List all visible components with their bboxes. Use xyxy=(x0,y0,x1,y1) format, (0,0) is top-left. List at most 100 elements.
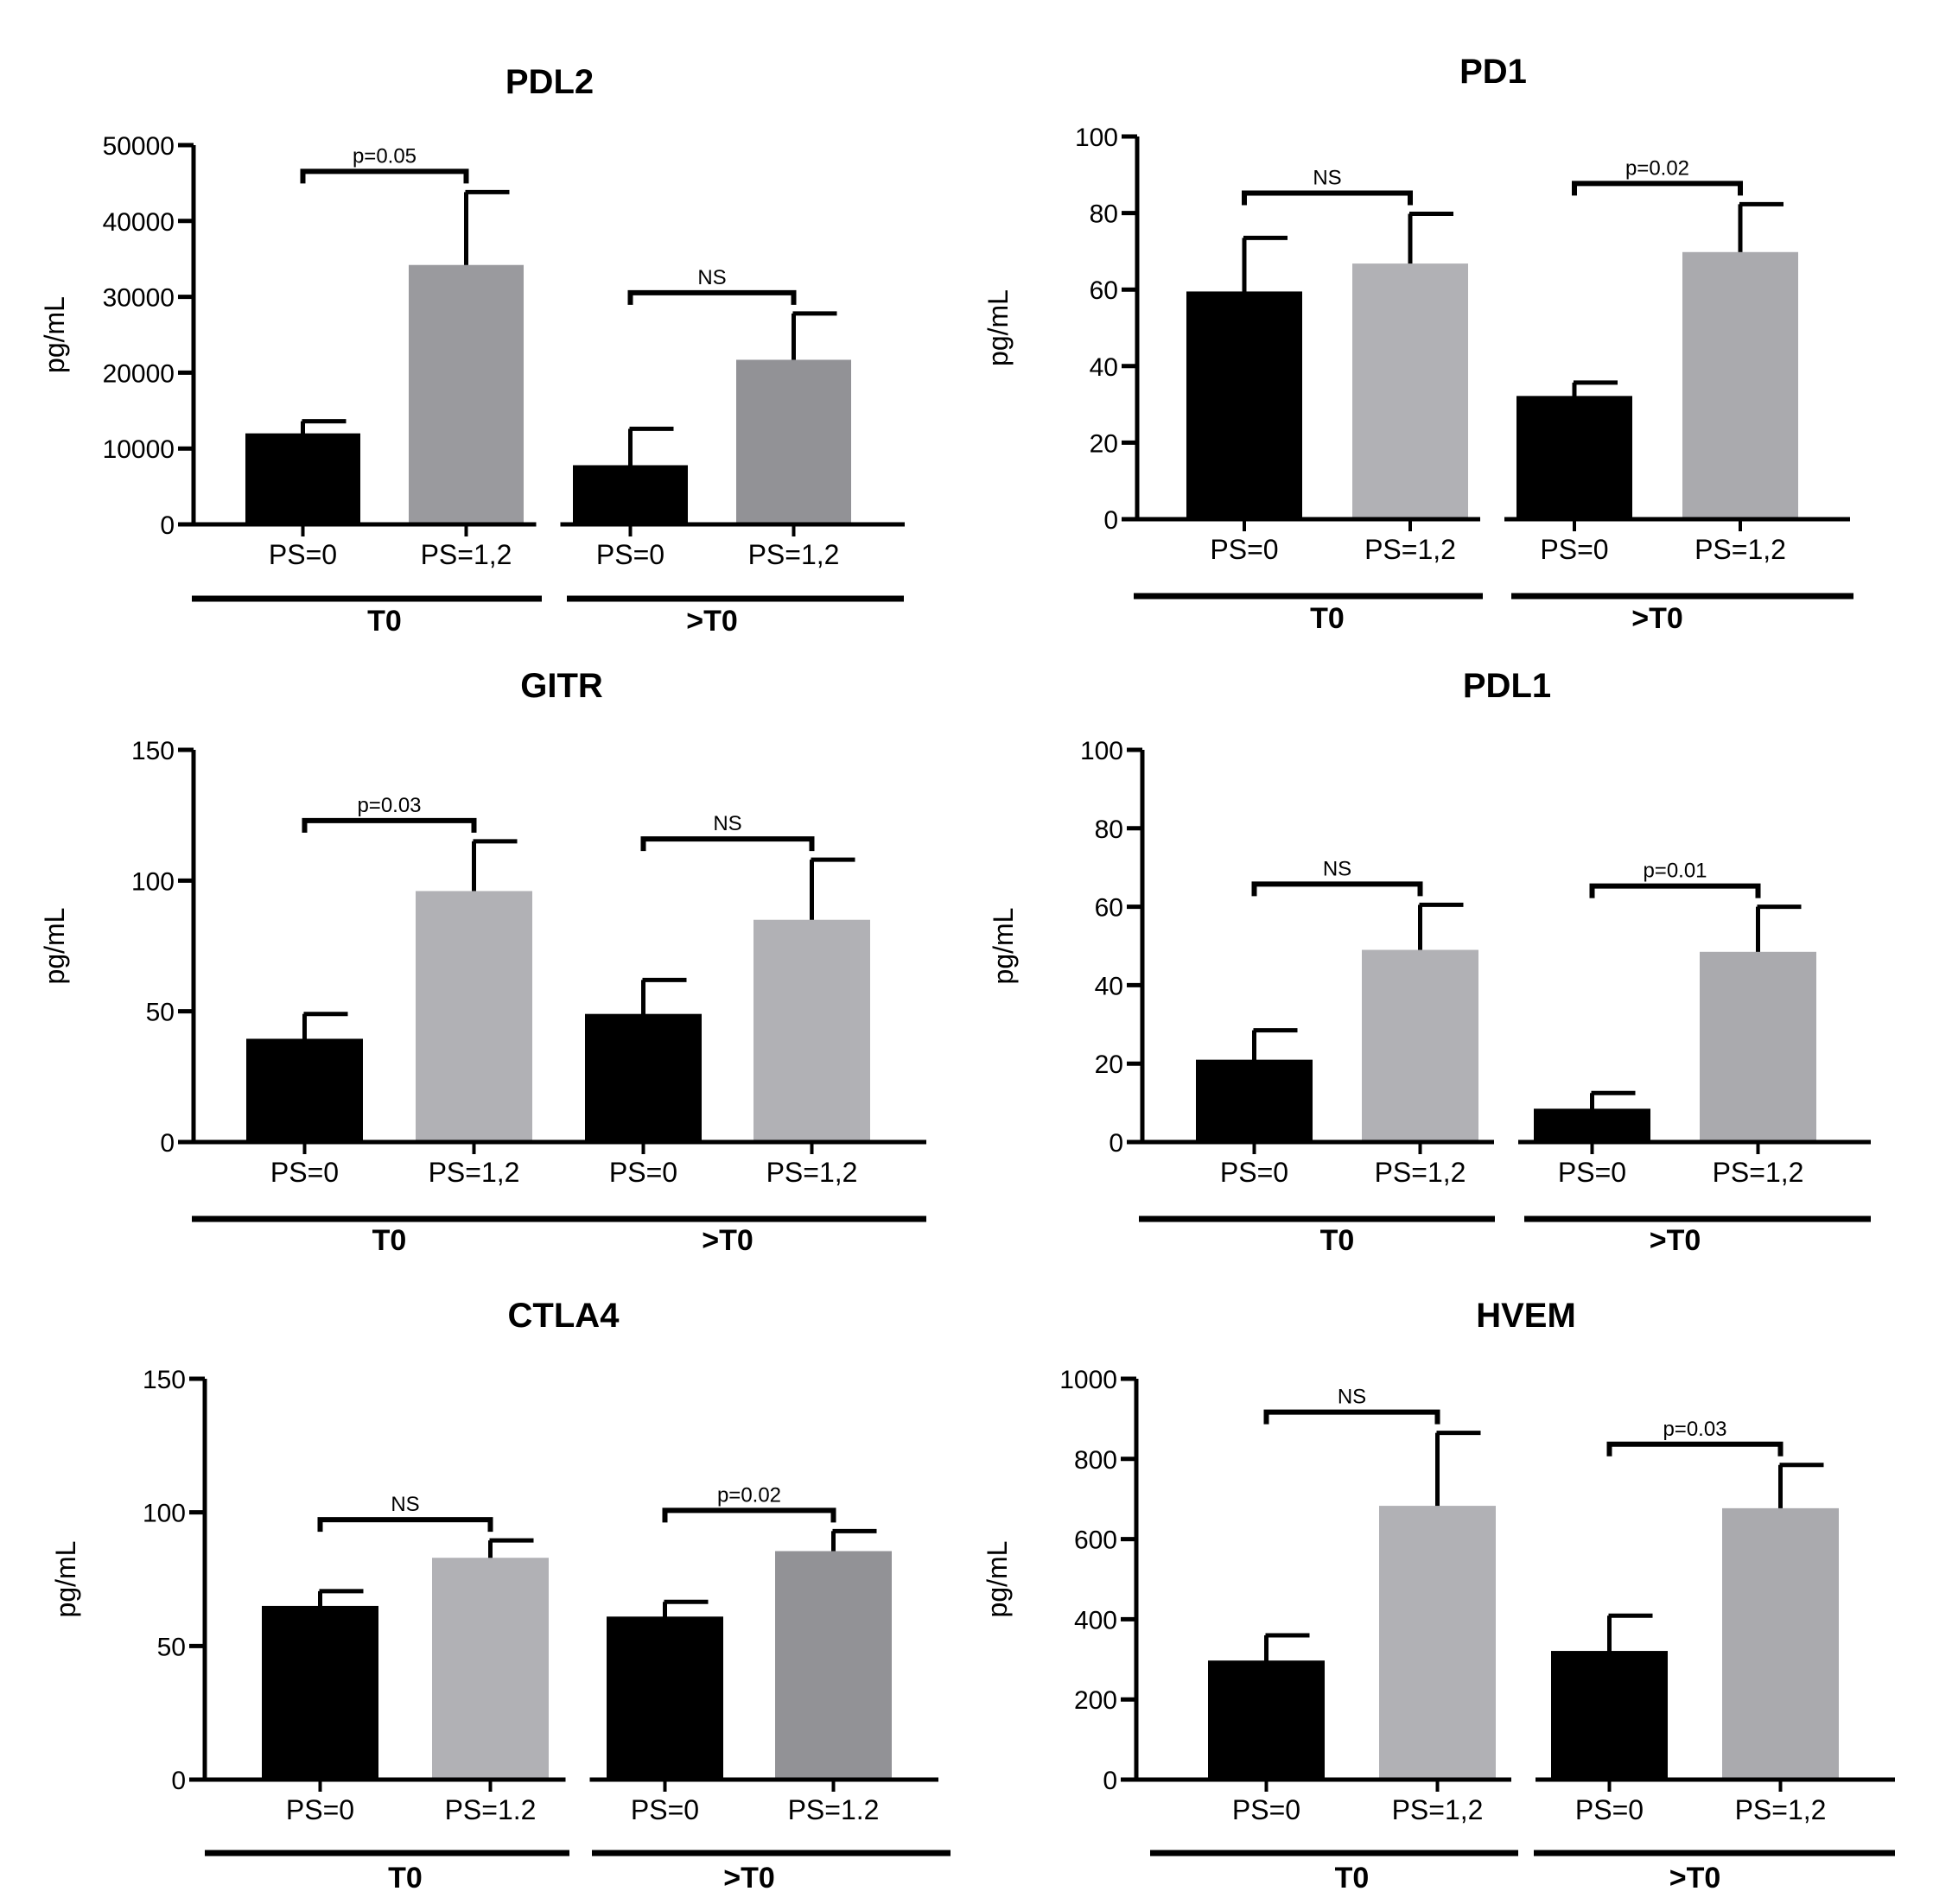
x-tick-label: PS=0 xyxy=(1232,1794,1300,1825)
bar xyxy=(1700,951,1816,1142)
y-tick-label: 60 xyxy=(1095,894,1123,923)
x-tick-label: PS=0 xyxy=(1210,534,1278,565)
x-tick-label: PS=1,2 xyxy=(429,1157,520,1188)
y-tick-label: 400 xyxy=(1074,1606,1117,1634)
y-tick-label: 150 xyxy=(131,737,175,765)
y-tick-label: 40 xyxy=(1090,353,1118,382)
y-tick-label: 0 xyxy=(1103,506,1118,535)
group-label: >T0 xyxy=(1650,1224,1701,1257)
x-tick-label: PS=0 xyxy=(631,1794,699,1825)
y-axis-label: pg/mL xyxy=(50,1541,81,1618)
y-tick-label: 50 xyxy=(146,999,175,1027)
significance-bracket xyxy=(627,289,797,305)
group-label: T0 xyxy=(388,1862,423,1894)
group-label: >T0 xyxy=(702,1224,753,1257)
group-label: >T0 xyxy=(1631,602,1683,635)
chart-title: PDL1 xyxy=(1463,667,1551,705)
significance-bracket xyxy=(1251,881,1423,897)
y-tick-label: 1000 xyxy=(1059,1366,1117,1394)
chart-panel-gitr: GITR pg/mL PS=0 PS=1,2 PS=0 PS=1,2 0 50 100 150 T0… xyxy=(39,667,926,1257)
chart-panel-pdl2: PDL2 pg/mL PS=0 PS=1,2 PS=0 PS=1,2 0 10000 20000… xyxy=(39,63,905,638)
significance-label: p=0.03 xyxy=(357,794,421,817)
chart-title: CTLA4 xyxy=(508,1297,620,1335)
bar xyxy=(775,1551,892,1780)
x-tick-label: PS=0 xyxy=(286,1794,354,1825)
significance-label: NS xyxy=(1313,166,1341,189)
significance-bracket xyxy=(1242,190,1413,206)
significance-label: p=0.01 xyxy=(1643,860,1707,883)
significance-bracket xyxy=(300,168,469,184)
chart-panel-pdl1: PDL1 pg/mL PS=0 PS=1,2 PS=0 PS=1,2 0 20 40 60 80 10… xyxy=(988,667,1871,1257)
bar xyxy=(1682,251,1798,519)
y-tick-label: 0 xyxy=(1103,1767,1117,1795)
significance-bracket xyxy=(302,817,477,833)
x-tick-label: PS=1,2 xyxy=(1364,534,1456,565)
y-axis-label: pg/mL xyxy=(982,289,1014,366)
significance-bracket xyxy=(1606,1441,1784,1457)
y-tick-label: 80 xyxy=(1095,816,1123,844)
chart-title: PDL2 xyxy=(505,63,594,101)
bar xyxy=(1379,1506,1496,1780)
y-tick-label: 200 xyxy=(1074,1686,1117,1715)
x-tick-label: PS=1,2 xyxy=(421,539,512,570)
x-tick-label: PS=1,2 xyxy=(1713,1157,1804,1188)
y-tick-label: 80 xyxy=(1090,200,1118,229)
significance-bracket xyxy=(1263,1409,1440,1425)
bar xyxy=(1362,949,1478,1142)
significance-label: p=0.02 xyxy=(1625,156,1689,180)
x-tick-label: PS=1,2 xyxy=(766,1157,858,1188)
bar xyxy=(409,264,524,524)
y-tick-label: 150 xyxy=(143,1366,186,1394)
y-tick-label: 20 xyxy=(1095,1050,1123,1079)
y-tick-label: 20000 xyxy=(103,359,175,388)
significance-label: NS xyxy=(391,1493,419,1516)
y-tick-label: 0 xyxy=(160,1129,175,1158)
group-label: >T0 xyxy=(1669,1862,1721,1894)
y-tick-label: 40 xyxy=(1095,972,1123,1000)
significance-label: NS xyxy=(1338,1386,1366,1409)
significance-bracket xyxy=(1589,883,1761,898)
x-tick-label: PS=0 xyxy=(269,539,337,570)
bar xyxy=(1196,1059,1313,1142)
bar xyxy=(1208,1660,1325,1780)
chart-title: GITR xyxy=(520,667,603,705)
y-tick-label: 100 xyxy=(1080,737,1123,765)
bar xyxy=(1534,1108,1650,1142)
x-tick-label: PS=1,2 xyxy=(1375,1157,1466,1188)
significance-bracket xyxy=(317,1517,493,1533)
significance-label: p=0.02 xyxy=(717,1483,781,1507)
bar xyxy=(1722,1507,1839,1780)
y-tick-label: 100 xyxy=(1075,124,1118,152)
x-tick-label: PS=0 xyxy=(270,1157,339,1188)
y-tick-label: 0 xyxy=(160,511,175,540)
y-tick-label: 600 xyxy=(1074,1526,1117,1555)
y-axis-label: pg/mL xyxy=(982,1541,1013,1618)
bar xyxy=(607,1616,723,1780)
bar xyxy=(736,359,851,524)
x-tick-label: PS=1.2 xyxy=(788,1794,880,1825)
significance-label: NS xyxy=(1323,857,1351,880)
y-tick-label: 60 xyxy=(1090,276,1118,305)
x-tick-label: PS=0 xyxy=(609,1157,677,1188)
bar xyxy=(245,433,360,524)
bar xyxy=(432,1558,549,1780)
x-tick-label: PS=0 xyxy=(1575,1794,1644,1825)
y-tick-label: 0 xyxy=(171,1767,186,1795)
group-label: T0 xyxy=(1320,1224,1355,1257)
significance-label: NS xyxy=(713,812,741,835)
y-tick-label: 100 xyxy=(143,1500,186,1528)
chart-panel-ctla4: CTLA4 pg/mL PS=0 PS=1.2 PS=0 PS=1.2 0 50 100 150 T… xyxy=(50,1297,951,1894)
chart-title: HVEM xyxy=(1476,1297,1576,1335)
y-tick-label: 30000 xyxy=(103,284,175,313)
bar xyxy=(585,1013,702,1142)
y-tick-label: 100 xyxy=(131,867,175,896)
bar xyxy=(573,465,688,524)
x-tick-label: PS=1,2 xyxy=(1392,1794,1484,1825)
chart-panel-pd1: PD1 pg/mL PS=0 PS=1,2 PS=0 PS=1,2 0 20 40 60 80 100… xyxy=(982,53,1853,635)
y-axis-label: pg/mL xyxy=(39,296,70,373)
y-tick-label: 20 xyxy=(1090,429,1118,458)
bar xyxy=(753,919,870,1142)
x-tick-label: PS=1.2 xyxy=(445,1794,537,1825)
y-tick-label: 50000 xyxy=(103,132,175,161)
